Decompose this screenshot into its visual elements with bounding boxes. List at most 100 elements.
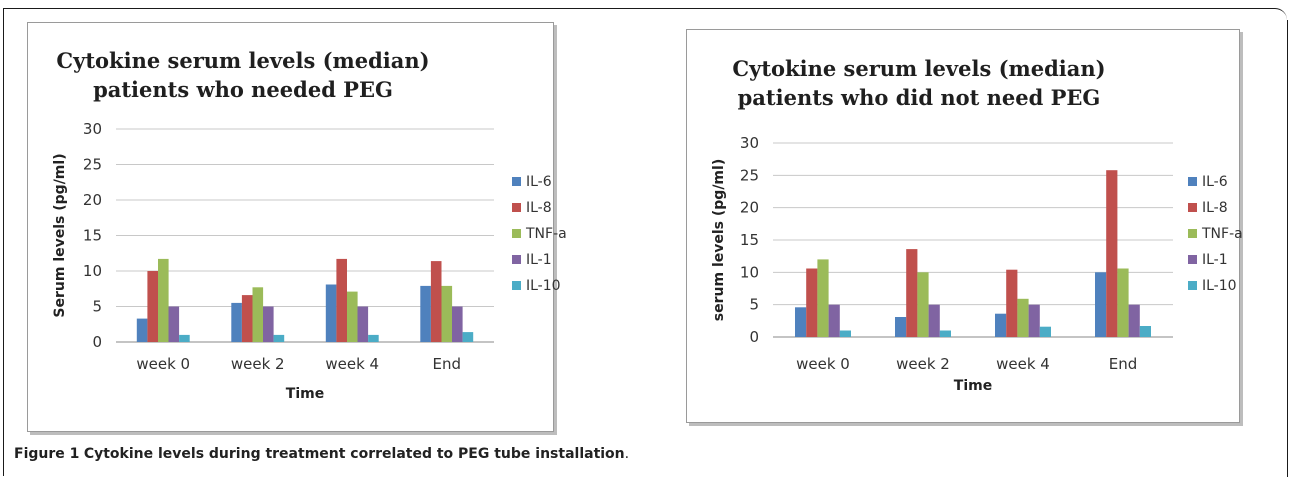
bar-il8-week-2 xyxy=(906,249,918,337)
bar-tnfa-end xyxy=(1117,268,1129,337)
legend-swatch-il8 xyxy=(1188,203,1197,212)
bar-il1-end xyxy=(452,306,463,342)
y-tick-label: 30 xyxy=(83,120,102,138)
bar-il6-week-4 xyxy=(325,284,337,342)
legend-swatch-il10 xyxy=(1188,281,1197,290)
y-tick-label: 15 xyxy=(83,227,102,245)
legend-label: IL-6 xyxy=(1202,174,1228,190)
bar-tnfa-week-0 xyxy=(817,259,829,337)
y-tick-label: 20 xyxy=(740,199,759,217)
chart-subtitle: patients who needed PEG xyxy=(93,77,393,102)
y-tick-label: 10 xyxy=(740,263,759,281)
bar-il8-week-4 xyxy=(1006,269,1018,337)
bar-tnfa-week-0 xyxy=(158,258,169,342)
chart-panel-needed-peg: Cytokine serum levels (median) patients w… xyxy=(27,22,567,432)
bar-il8-week-0 xyxy=(806,268,818,337)
bar-il1-week-2 xyxy=(263,306,274,342)
bar-il6-week-2 xyxy=(231,302,242,342)
legend-swatch-tnfa xyxy=(512,229,521,238)
bar-tnfa-week-2 xyxy=(917,272,929,337)
bar-il6-week-0 xyxy=(136,318,148,342)
y-tick-label: 20 xyxy=(83,191,102,209)
x-tick-label: End xyxy=(432,355,461,373)
legend-label: IL-1 xyxy=(1202,252,1228,268)
bar-il10-week-0 xyxy=(839,330,851,337)
bar-tnfa-end xyxy=(441,285,453,342)
bar-il10-week-2 xyxy=(273,334,285,342)
legend-label: IL-10 xyxy=(526,278,561,294)
bar-il6-week-2 xyxy=(895,317,907,337)
legend-label: TNF-a xyxy=(525,226,567,242)
y-tick-label: 5 xyxy=(749,296,759,314)
bar-il10-end xyxy=(462,332,474,342)
y-tick-label: 30 xyxy=(740,134,759,152)
y-tick-label: 10 xyxy=(83,262,102,280)
figure-frame xyxy=(3,8,1287,476)
caption-end: . xyxy=(624,446,630,462)
legend-swatch-il1 xyxy=(1188,255,1197,264)
legend-swatch-il1 xyxy=(512,255,521,264)
bar-il1-week-2 xyxy=(928,304,940,337)
x-tick-label: week 2 xyxy=(231,355,285,373)
bar-il8-week-2 xyxy=(241,295,253,342)
legend-label: IL-8 xyxy=(1202,200,1228,216)
bar-il10-week-2 xyxy=(939,330,951,337)
y-tick-label: 25 xyxy=(740,166,759,184)
chart-needed-peg: Cytokine serum levels (median) patients w… xyxy=(52,48,567,402)
bar-tnfa-week-4 xyxy=(347,291,358,342)
x-axis-title: Time xyxy=(954,378,992,394)
x-tick-label: week 4 xyxy=(325,355,379,373)
y-tick-label: 0 xyxy=(749,328,759,346)
x-tick-label: week 2 xyxy=(896,355,950,373)
bar-il1-week-0 xyxy=(828,304,840,337)
caption-text: Cytokine levels during treatment correla… xyxy=(83,446,625,462)
bar-il1-end xyxy=(1128,304,1140,337)
legend-label: IL-1 xyxy=(526,252,552,268)
figure-caption: Figure 1 Cytokine levels during treatmen… xyxy=(14,446,629,462)
legend-swatch-il6 xyxy=(512,177,521,186)
bar-il8-end xyxy=(1106,170,1118,337)
bar-il6-week-4 xyxy=(995,313,1007,337)
y-tick-label: 0 xyxy=(92,333,102,351)
y-tick-label: 5 xyxy=(92,298,102,316)
legend-label: IL-6 xyxy=(526,174,552,190)
bar-il10-week-4 xyxy=(368,334,379,342)
bar-il1-week-4 xyxy=(1028,304,1040,337)
legend-swatch-il6 xyxy=(1188,177,1197,186)
legend-label: IL-10 xyxy=(1202,278,1237,294)
x-tick-label: week 0 xyxy=(136,355,190,373)
legend-label: IL-8 xyxy=(526,200,552,216)
bar-il8-week-0 xyxy=(147,271,158,342)
x-tick-label: End xyxy=(1109,355,1138,373)
figure-frame-edge xyxy=(1287,20,1288,477)
legend-swatch-il8 xyxy=(512,203,521,212)
y-axis-title: serum levels (pg/ml) xyxy=(711,159,727,321)
y-tick-label: 15 xyxy=(740,231,759,249)
chart-title: Cytokine serum levels (median) xyxy=(732,56,1105,81)
y-tick-label: 25 xyxy=(83,156,102,174)
chart-subtitle: patients who did not need PEG xyxy=(738,85,1101,110)
bar-tnfa-week-2 xyxy=(252,287,264,342)
bar-il1-week-0 xyxy=(168,306,180,342)
bar-il10-week-0 xyxy=(179,334,190,342)
bar-il10-week-4 xyxy=(1039,326,1051,337)
legend-swatch-il10 xyxy=(512,281,521,290)
y-axis-title: Serum levels (pg/ml) xyxy=(52,153,68,317)
bar-il10-end xyxy=(1139,326,1151,337)
chart-did-not-need-peg: Cytokine serum levels (median) patients w… xyxy=(711,56,1243,394)
x-tick-label: week 4 xyxy=(996,355,1050,373)
bar-il6-end xyxy=(420,285,431,342)
x-axis-title: Time xyxy=(286,386,324,402)
bar-il8-week-4 xyxy=(336,258,347,342)
bar-il6-end xyxy=(1095,272,1107,337)
legend-swatch-tnfa xyxy=(1188,229,1197,238)
bar-il1-week-4 xyxy=(357,306,369,342)
caption-label: Figure 1 xyxy=(14,446,80,462)
chart-title: Cytokine serum levels (median) xyxy=(56,48,429,73)
bar-tnfa-week-4 xyxy=(1017,298,1029,337)
legend-label: TNF-a xyxy=(1201,226,1243,242)
chart-panel-did-not-need-peg: Cytokine serum levels (median) patients w… xyxy=(686,29,1243,423)
bar-il6-week-0 xyxy=(795,307,807,337)
x-tick-label: week 0 xyxy=(796,355,850,373)
bar-il8-end xyxy=(430,261,442,342)
